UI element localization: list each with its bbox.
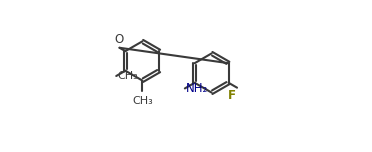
Text: F: F [228,89,235,102]
Text: NH₂: NH₂ [186,82,209,95]
Text: CH₃: CH₃ [117,71,138,81]
Text: O: O [115,33,124,45]
Text: CH₃: CH₃ [132,96,153,106]
